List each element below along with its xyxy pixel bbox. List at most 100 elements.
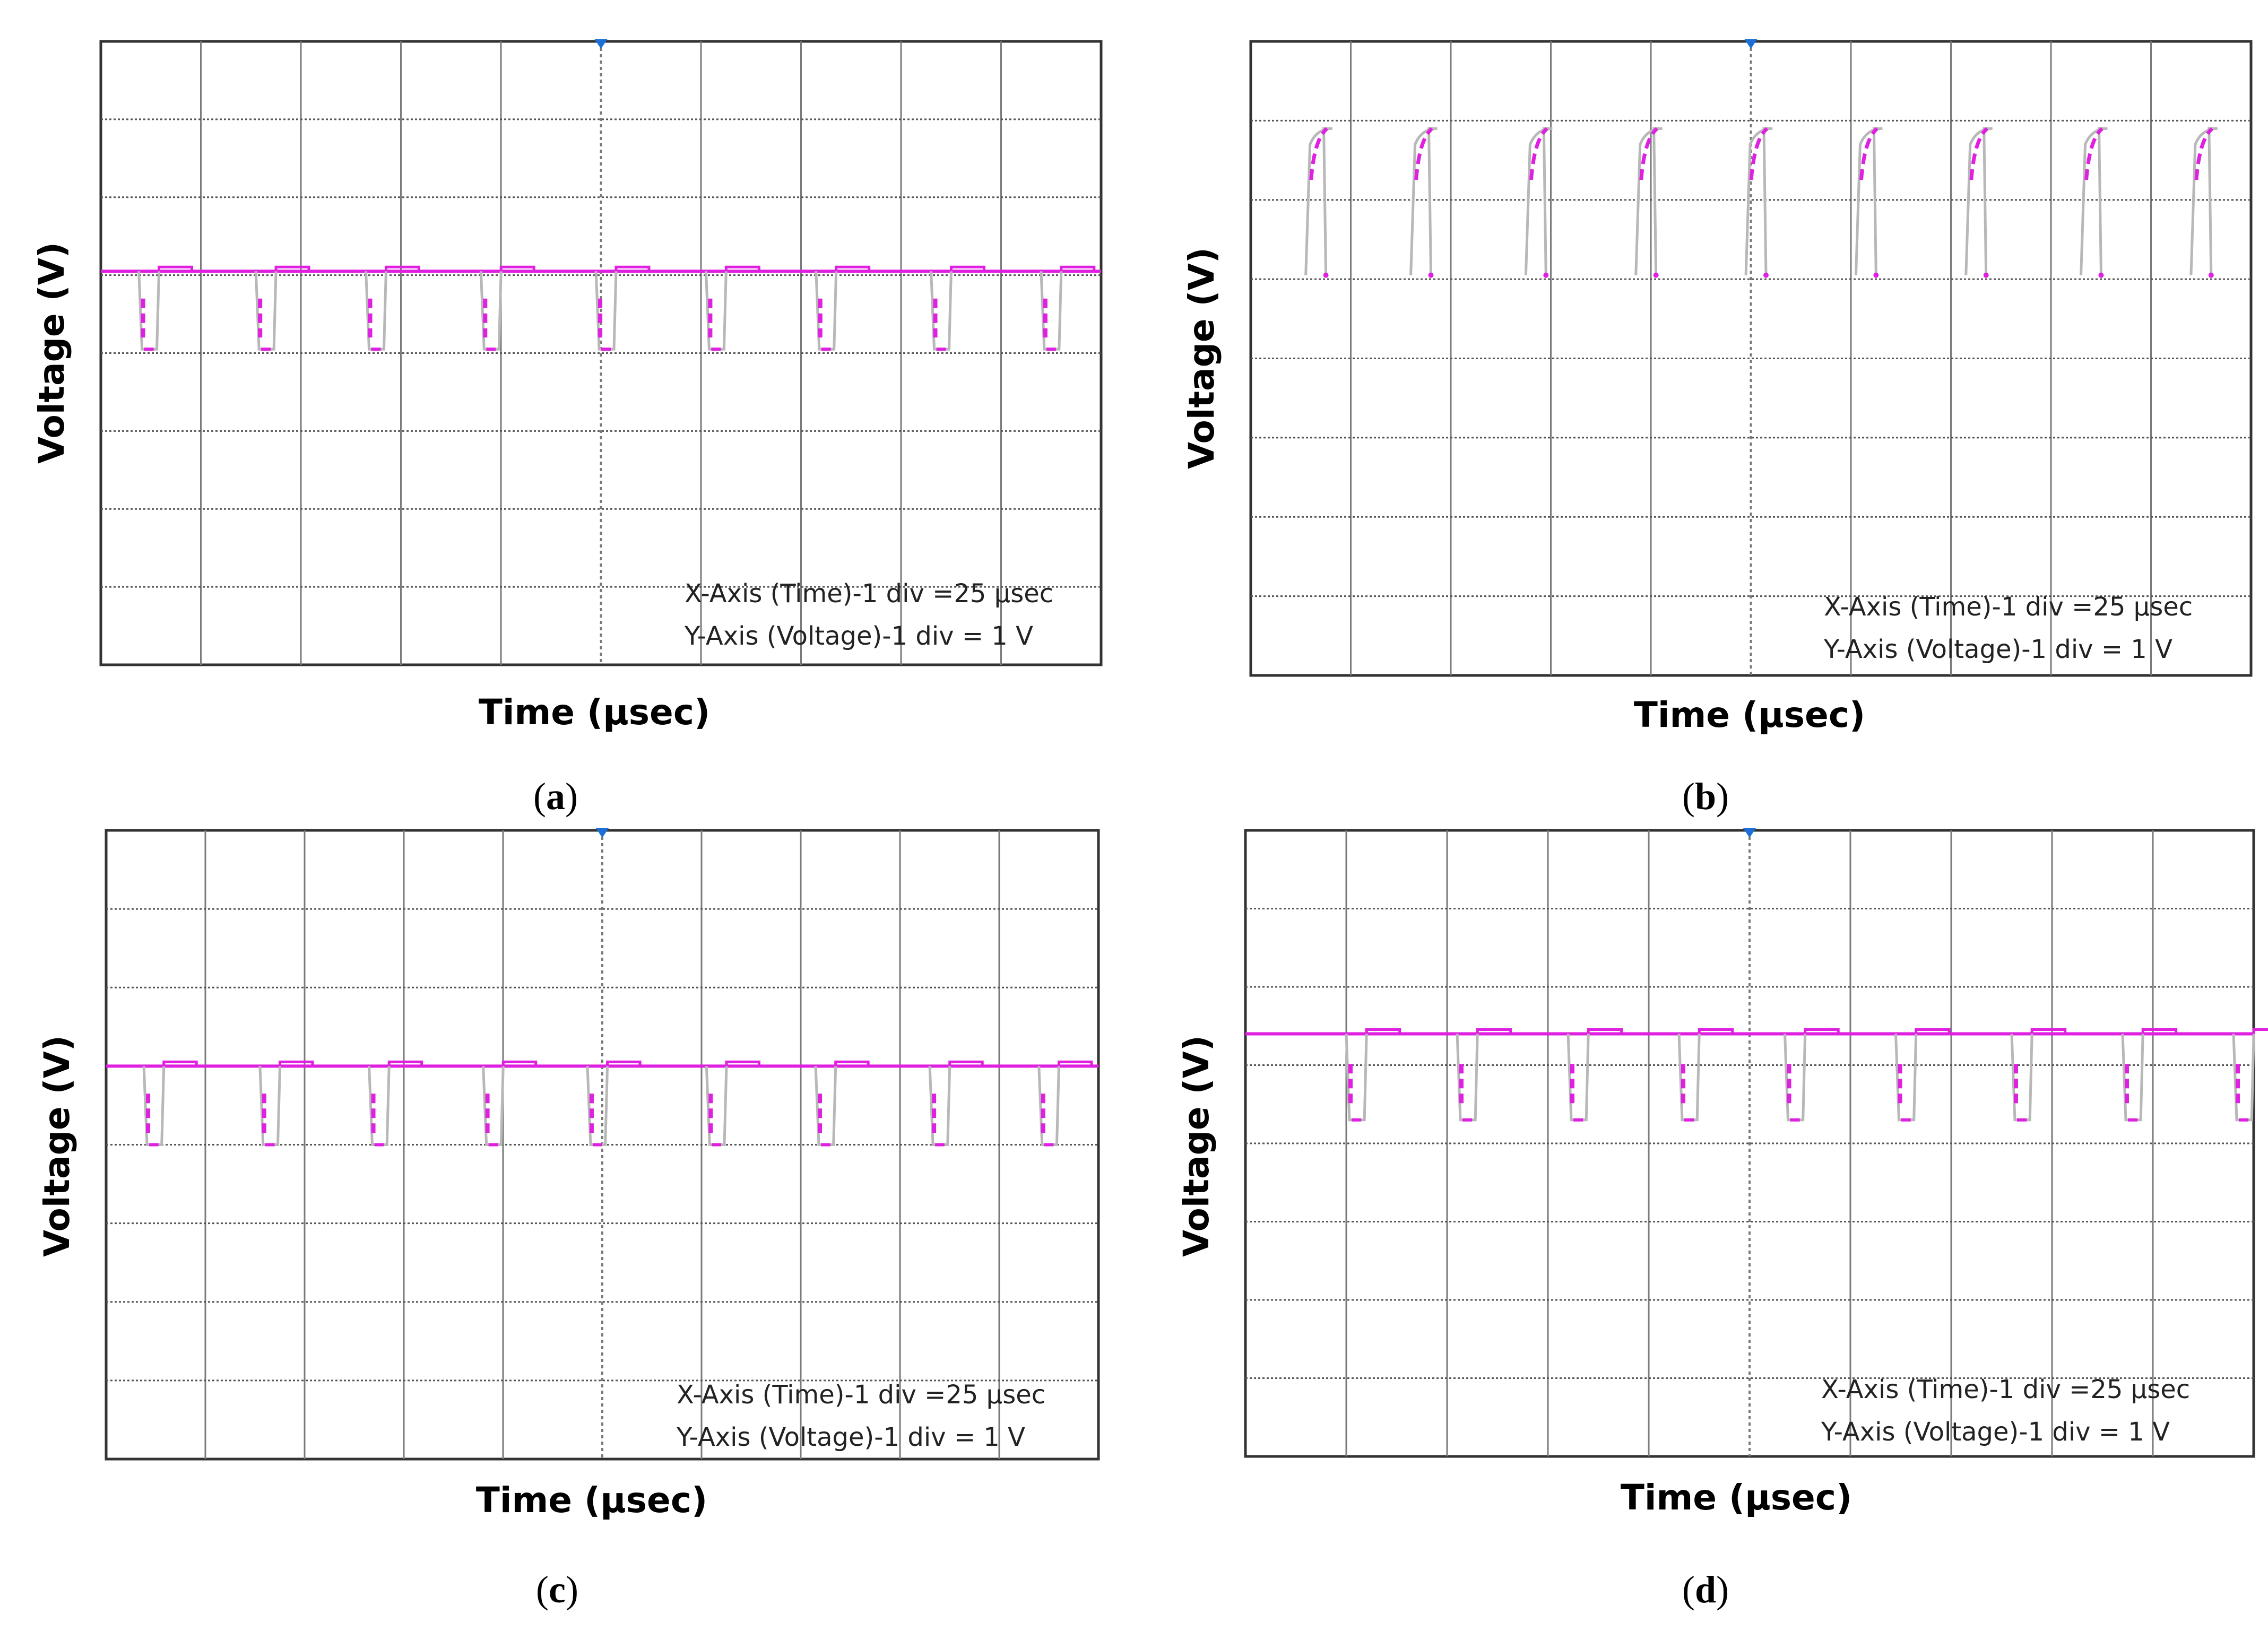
- pulse-overshoot: [499, 265, 535, 272]
- pulse-trace: [2189, 127, 2218, 275]
- pulse-overshoot: [606, 1060, 642, 1066]
- pulse-low-dot: [1653, 272, 1659, 278]
- pulse-low-dot: [1873, 272, 1879, 278]
- pulse-edge-marker: [1529, 127, 1548, 180]
- traces: [106, 1060, 1098, 1147]
- chart-b: Voltage (V) Time (µsec) X-Axis (Time)-1 …: [1181, 39, 2253, 735]
- trigger-marker-icon: [596, 828, 609, 838]
- pulse-edge-marker: [2194, 127, 2214, 180]
- pulse-edge-marker: [1859, 127, 1879, 180]
- y-scale-note: Y-Axis (Voltage)-1 div = 1 V: [1821, 1417, 2170, 1447]
- traces: [1245, 1028, 2268, 1122]
- y-axis-label: Voltage (V): [37, 1035, 77, 1257]
- caption-open: (: [1682, 1568, 1695, 1611]
- trigger-marker-icon: [1744, 39, 1758, 49]
- grid: [1244, 828, 2255, 1458]
- pulse-overshoot: [1804, 1028, 1840, 1034]
- caption-open: (: [533, 775, 546, 818]
- pulse-low-dot: [1323, 272, 1329, 278]
- pulse-overshoot: [948, 1060, 984, 1066]
- pulse-overshoot: [2252, 1028, 2268, 1034]
- pulse-edge-marker: [1309, 127, 1329, 180]
- pulse-trace: [1964, 127, 1993, 275]
- caption-letter: a: [546, 775, 565, 818]
- trigger-marker-icon: [1743, 828, 1756, 838]
- pulse-overshoot: [835, 265, 871, 272]
- pulse-edge-marker: [1639, 127, 1659, 180]
- pulse-trace: [1304, 127, 1332, 275]
- pulse-low-dot: [1763, 272, 1769, 278]
- caption-open: (: [536, 1568, 549, 1611]
- chart-a: Voltage (V) Time (µsec) X-Axis (Time)-1 …: [31, 39, 1103, 733]
- grid: [99, 39, 1103, 666]
- caption-close: ): [1716, 775, 1729, 818]
- panel-d: Voltage (V) Time (µsec) X-Axis (Time)-1 …: [1134, 817, 2268, 1560]
- panel-a: Voltage (V) Time (µsec) X-Axis (Time)-1 …: [0, 0, 1134, 753]
- pulse-trace: [1409, 127, 1438, 275]
- pulse-overshoot: [724, 265, 760, 272]
- x-scale-note: X-Axis (Time)-1 div =25 µsec: [685, 579, 1053, 609]
- pulse-edge-marker: [1414, 127, 1433, 180]
- pulse-edge-marker: [1749, 127, 1769, 180]
- caption-a: (a): [533, 775, 578, 819]
- caption-letter: c: [548, 1568, 566, 1611]
- pulse-overshoot: [2141, 1028, 2178, 1034]
- pulse-overshoot: [1060, 265, 1096, 272]
- trigger-marker-icon: [594, 39, 608, 49]
- pulse-overshoot: [1587, 1028, 1623, 1034]
- chart-d: Voltage (V) Time (µsec) X-Axis (Time)-1 …: [1176, 828, 2268, 1518]
- caption-b: (b): [1682, 775, 1729, 819]
- panel-c: Voltage (V) Time (µsec) X-Axis (Time)-1 …: [0, 817, 1134, 1560]
- x-axis-label: Time (µsec): [479, 692, 710, 733]
- caption-close: ): [565, 775, 578, 818]
- pulse-low-dot: [1543, 272, 1549, 278]
- caption-c: (c): [536, 1568, 578, 1612]
- pulse-overshoot: [1698, 1028, 1734, 1034]
- caption-letter: b: [1694, 775, 1717, 818]
- x-scale-note: X-Axis (Time)-1 div =25 µsec: [1821, 1375, 2190, 1404]
- x-scale-note: X-Axis (Time)-1 div =25 µsec: [677, 1380, 1045, 1410]
- pulse-overshoot: [1915, 1028, 1951, 1034]
- pulse-overshoot: [501, 1060, 538, 1066]
- pulse-low-dot: [2098, 272, 2104, 278]
- x-axis-label: Time (µsec): [1621, 1477, 1852, 1518]
- pulse-overshoot: [387, 1060, 423, 1066]
- x-axis-label: Time (µsec): [1634, 695, 1865, 735]
- y-scale-note: Y-Axis (Voltage)-1 div = 1 V: [676, 1422, 1025, 1452]
- caption-d: (d): [1682, 1568, 1729, 1612]
- traces: [101, 265, 1101, 351]
- caption-open: (: [1682, 775, 1695, 818]
- caption-letter: d: [1694, 1568, 1717, 1611]
- pulse-overshoot: [834, 1060, 870, 1066]
- panel-b: Voltage (V) Time (µsec) X-Axis (Time)-1 …: [1134, 0, 2268, 753]
- x-axis-label: Time (µsec): [476, 1480, 707, 1521]
- pulse-overshoot: [162, 1060, 198, 1066]
- pulse-low-dot: [2208, 272, 2214, 278]
- pulse-overshoot: [2030, 1028, 2067, 1034]
- pulse-overshoot: [725, 1060, 760, 1066]
- caption-close: ): [565, 1568, 578, 1611]
- pulse-low-dot: [1428, 272, 1434, 278]
- pulse-overshoot: [274, 265, 310, 272]
- y-axis-label: Voltage (V): [1181, 247, 1222, 469]
- pulse-overshoot: [614, 265, 651, 272]
- chart-c: Voltage (V) Time (µsec) X-Axis (Time)-1 …: [37, 828, 1100, 1521]
- pulse-trace: [1634, 127, 1663, 275]
- pulse-overshoot: [279, 1060, 314, 1066]
- caption-close: ): [1716, 1568, 1729, 1611]
- y-scale-note: Y-Axis (Voltage)-1 div = 1 V: [684, 621, 1033, 651]
- pulse-low-dot: [1983, 272, 1989, 278]
- traces: [1304, 127, 2218, 278]
- pulse-edge-marker: [2084, 127, 2103, 180]
- pulse-trace: [2080, 127, 2108, 275]
- pulse-overshoot: [384, 265, 420, 272]
- grid: [1249, 39, 2253, 677]
- pulse-overshoot: [1057, 1060, 1093, 1066]
- pulse-overshoot: [1365, 1028, 1401, 1034]
- x-scale-note: X-Axis (Time)-1 div =25 µsec: [1824, 592, 2193, 622]
- y-scale-note: Y-Axis (Voltage)-1 div = 1 V: [1823, 635, 2172, 664]
- pulse-overshoot: [1476, 1028, 1512, 1034]
- pulse-overshoot: [158, 265, 194, 272]
- y-axis-label: Voltage (V): [31, 242, 72, 464]
- y-axis-label: Voltage (V): [1176, 1035, 1217, 1257]
